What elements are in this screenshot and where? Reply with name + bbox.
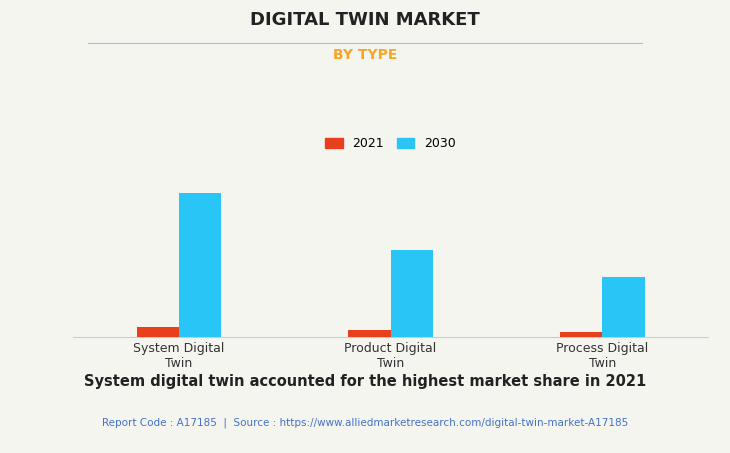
Bar xyxy=(391,251,433,337)
Text: System digital twin accounted for the highest market share in 2021: System digital twin accounted for the hi… xyxy=(84,374,646,389)
Bar xyxy=(137,327,179,337)
Text: DIGITAL TWIN MARKET: DIGITAL TWIN MARKET xyxy=(250,11,480,29)
Text: BY TYPE: BY TYPE xyxy=(333,48,397,62)
Bar xyxy=(348,330,391,337)
Bar xyxy=(560,332,602,337)
Bar xyxy=(602,277,645,337)
Legend: 2021, 2030: 2021, 2030 xyxy=(320,132,461,155)
Bar xyxy=(179,193,221,337)
Text: Report Code : A17185  |  Source : https://www.alliedmarketresearch.com/digital-t: Report Code : A17185 | Source : https://… xyxy=(102,418,628,428)
